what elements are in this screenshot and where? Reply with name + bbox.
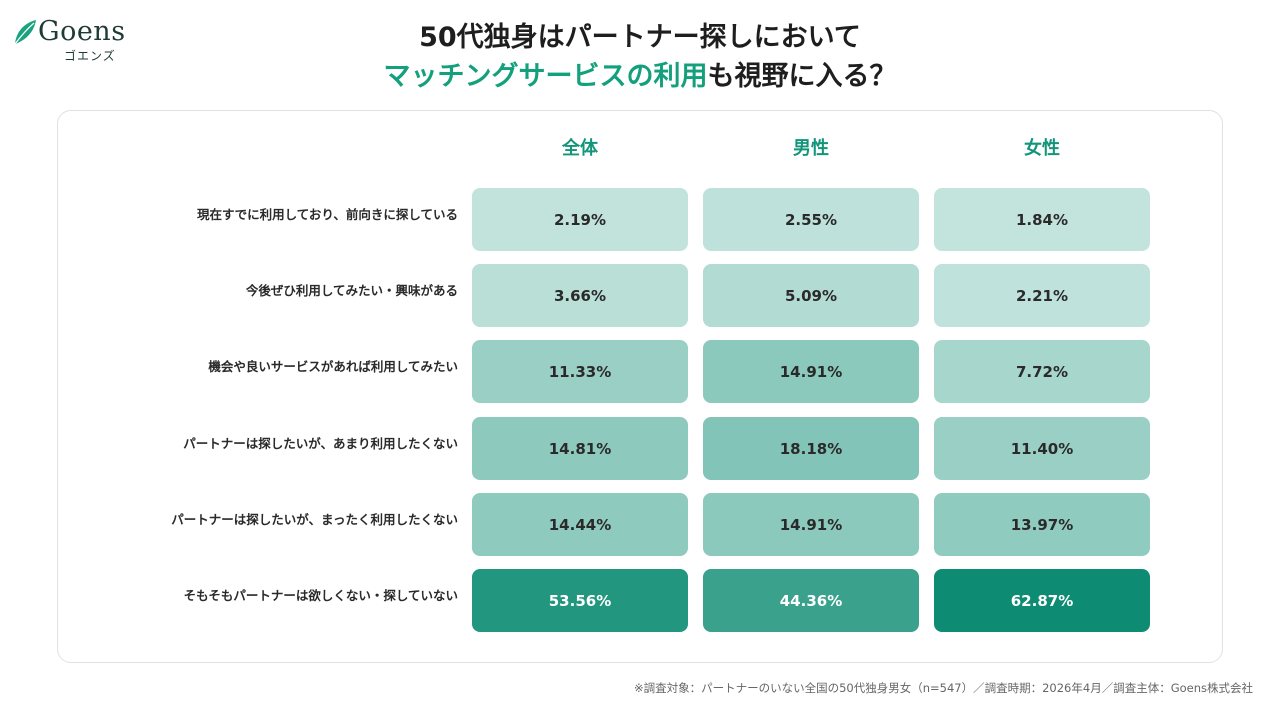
heatmap-cell: 13.97% bbox=[934, 493, 1150, 556]
footnote: ※調査対象：パートナーのいない全国の50代独身男女（n=547）／調査時期：20… bbox=[633, 681, 1253, 695]
heatmap-cell: 2.55% bbox=[703, 188, 919, 251]
row-label: 機会や良いサービスがあれば利用してみたい bbox=[208, 359, 458, 374]
row-label: 今後ぜひ利用してみたい・興味がある bbox=[245, 283, 458, 298]
row-label: そもそもパートナーは欲しくない・探していない bbox=[183, 588, 458, 603]
heatmap-cell: 44.36% bbox=[703, 569, 919, 632]
heatmap-cell: 3.66% bbox=[472, 264, 688, 327]
heatmap-cell: 7.72% bbox=[934, 340, 1150, 403]
brand-logo: Goens ゴエンズ bbox=[12, 14, 142, 64]
heatmap-cell: 14.44% bbox=[472, 493, 688, 556]
heatmap-cell: 11.33% bbox=[472, 340, 688, 403]
title-accent-text: マッチングサービスの利用 bbox=[383, 61, 708, 92]
row-label: 現在すでに利用しており、前向きに探している bbox=[196, 207, 458, 222]
column-header: 男性 bbox=[793, 138, 829, 159]
brand-kana: ゴエンズ bbox=[64, 49, 116, 63]
heatmap-cell: 14.81% bbox=[472, 417, 688, 480]
row-label: パートナーは探したいが、まったく利用したくない bbox=[171, 512, 458, 527]
page-title: 50代独身はパートナー探しにおいて マッチングサービスの利用も視野に入る？ bbox=[0, 20, 1280, 95]
heatmap-cell: 53.56% bbox=[472, 569, 688, 632]
column-header: 全体 bbox=[562, 138, 598, 159]
heatmap-cell: 1.84% bbox=[934, 188, 1150, 251]
heatmap-cell: 2.21% bbox=[934, 264, 1150, 327]
row-label: パートナーは探したいが、あまり利用したくない bbox=[183, 436, 458, 451]
heatmap-cell: 11.40% bbox=[934, 417, 1150, 480]
heatmap-cell: 62.87% bbox=[934, 569, 1150, 632]
brand-name: Goens bbox=[38, 16, 126, 47]
heatmap-cell: 5.09% bbox=[703, 264, 919, 327]
title-rest-text: も視野に入る？ bbox=[707, 61, 897, 92]
heatmap-cell: 14.91% bbox=[703, 340, 919, 403]
leaf-icon bbox=[14, 20, 36, 45]
heatmap-cell: 2.19% bbox=[472, 188, 688, 251]
title-line-1: 50代独身はパートナー探しにおいて bbox=[419, 22, 861, 53]
heatmap-cell: 14.91% bbox=[703, 493, 919, 556]
title-line-2: マッチングサービスの利用も視野に入る？ bbox=[0, 59, 1280, 95]
heatmap-cell: 18.18% bbox=[703, 417, 919, 480]
column-header: 女性 bbox=[1024, 138, 1060, 159]
